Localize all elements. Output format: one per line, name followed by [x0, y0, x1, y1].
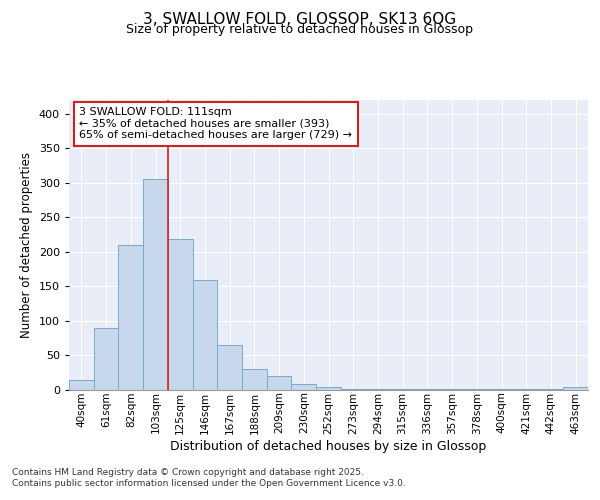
- Text: 3 SWALLOW FOLD: 111sqm
← 35% of detached houses are smaller (393)
65% of semi-de: 3 SWALLOW FOLD: 111sqm ← 35% of detached…: [79, 108, 352, 140]
- Bar: [94, 328, 118, 390]
- Bar: [242, 370, 267, 390]
- Bar: [143, 180, 168, 390]
- Y-axis label: Number of detached properties: Number of detached properties: [20, 152, 33, 338]
- Bar: [118, 245, 143, 390]
- Bar: [365, 388, 390, 390]
- Bar: [464, 388, 489, 390]
- Bar: [267, 376, 292, 390]
- Bar: [292, 384, 316, 390]
- Text: Size of property relative to detached houses in Glossop: Size of property relative to detached ho…: [127, 22, 473, 36]
- X-axis label: Distribution of detached houses by size in Glossop: Distribution of detached houses by size …: [170, 440, 487, 454]
- Bar: [193, 280, 217, 390]
- Bar: [341, 388, 365, 390]
- Bar: [168, 240, 193, 390]
- Bar: [563, 387, 588, 390]
- Bar: [217, 345, 242, 390]
- Bar: [69, 380, 94, 390]
- Text: 3, SWALLOW FOLD, GLOSSOP, SK13 6QG: 3, SWALLOW FOLD, GLOSSOP, SK13 6QG: [143, 12, 457, 28]
- Text: Contains HM Land Registry data © Crown copyright and database right 2025.
Contai: Contains HM Land Registry data © Crown c…: [12, 468, 406, 487]
- Bar: [415, 388, 440, 390]
- Bar: [316, 387, 341, 390]
